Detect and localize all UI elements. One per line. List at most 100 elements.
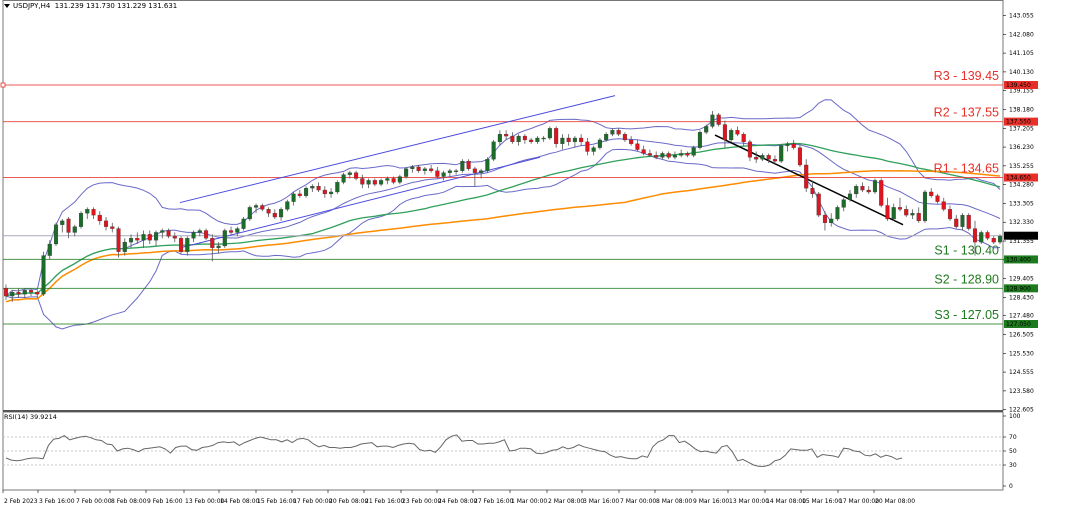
candle-bear[interactable] (941, 201, 946, 210)
candle-bear[interactable] (372, 180, 377, 185)
candle-bear[interactable] (510, 135, 515, 143)
candle-bull[interactable] (597, 139, 602, 148)
candle-bull[interactable] (960, 214, 965, 227)
candle-bear[interactable] (972, 228, 978, 243)
candle-bull[interactable] (679, 153, 684, 156)
candle-bull[interactable] (610, 130, 615, 135)
candle-bear[interactable] (266, 209, 271, 214)
candle-bull[interactable] (979, 232, 984, 243)
candle-bear[interactable] (716, 114, 721, 125)
candle-bear[interactable] (947, 209, 953, 220)
candle-bull[interactable] (547, 128, 552, 139)
candle-bear[interactable] (791, 143, 796, 148)
candle-bull[interactable] (710, 114, 715, 127)
candle-bull[interactable] (78, 213, 84, 227)
candle-bull[interactable] (704, 126, 709, 133)
candle-bull[interactable] (404, 168, 409, 177)
candle-bull[interactable] (485, 159, 490, 171)
candle-bear[interactable] (991, 238, 996, 243)
candle-bear[interactable] (116, 228, 121, 252)
candle-bull[interactable] (697, 132, 702, 148)
candle-bull[interactable] (479, 170, 484, 173)
candle-bull[interactable] (47, 243, 52, 256)
candle-bear[interactable] (766, 155, 771, 160)
candle-bear[interactable] (28, 290, 34, 293)
candle-bull[interactable] (891, 207, 896, 220)
candle-bull[interactable] (60, 220, 65, 225)
candle-bull[interactable] (691, 147, 696, 156)
candle-bear[interactable] (885, 205, 890, 220)
candle-bear[interactable] (935, 195, 940, 202)
candle-bull[interactable] (41, 255, 46, 295)
ascending-channel-upper[interactable] (179, 95, 616, 204)
candle-bull[interactable] (541, 137, 546, 140)
candle-bull[interactable] (254, 205, 259, 208)
candle-bull[interactable] (560, 137, 565, 144)
candle-bear[interactable] (554, 128, 559, 144)
candle-bull[interactable] (216, 245, 221, 249)
candle-bear[interactable] (260, 205, 265, 210)
candle-bear[interactable] (985, 232, 990, 239)
candle-bull[interactable] (829, 218, 834, 223)
candle-bear[interactable] (103, 220, 109, 227)
candle-bull[interactable] (997, 236, 1003, 243)
candle-bear[interactable] (566, 137, 571, 143)
candle-bull[interactable] (460, 160, 465, 171)
candle-bear[interactable] (466, 160, 471, 169)
candle-bull[interactable] (285, 201, 290, 210)
candle-bull[interactable] (291, 193, 296, 202)
candle-bear[interactable] (722, 124, 727, 141)
candle-bear[interactable] (929, 191, 934, 196)
candle-bear[interactable] (204, 230, 209, 239)
candle-bear[interactable] (435, 170, 440, 177)
candle-bull[interactable] (572, 137, 577, 143)
candle-bull[interactable] (310, 186, 315, 189)
candle-bear[interactable] (954, 218, 959, 227)
candle-bear[interactable] (522, 135, 527, 141)
candle-bear[interactable] (504, 133, 509, 137)
candle-bull[interactable] (491, 141, 496, 160)
candle-bull[interactable] (247, 207, 252, 220)
candle-bull[interactable] (910, 213, 915, 216)
candle-bull[interactable] (422, 168, 427, 171)
candle-bull[interactable] (122, 241, 127, 252)
candle-bull[interactable] (672, 155, 677, 158)
candle-bull[interactable] (304, 187, 309, 196)
candle-bear[interactable] (747, 141, 752, 158)
candle-bear[interactable] (135, 238, 140, 241)
candle-bull[interactable] (835, 207, 840, 220)
candle-bear[interactable] (110, 226, 115, 229)
candle-bear[interactable] (166, 230, 171, 237)
candle-bear[interactable] (641, 149, 646, 154)
candle-bear[interactable] (647, 153, 652, 156)
candle-bear[interactable] (272, 213, 277, 218)
candle-bear[interactable] (654, 155, 659, 158)
candle-bull[interactable] (497, 133, 502, 143)
candle-bear[interactable] (391, 178, 396, 183)
candle-bear[interactable] (685, 153, 690, 156)
candle-bull[interactable] (779, 145, 784, 162)
candle-bear[interactable] (66, 218, 71, 233)
candle-bull[interactable] (154, 232, 159, 241)
candle-bear[interactable] (97, 214, 102, 222)
candle-bear[interactable] (316, 186, 321, 191)
candle-bear[interactable] (904, 209, 909, 216)
candle-bear[interactable] (666, 153, 671, 158)
candle-bull[interactable] (441, 172, 446, 177)
candle-bull[interactable] (379, 180, 384, 185)
candle-bull[interactable] (335, 182, 340, 193)
candle-bull[interactable] (22, 290, 27, 295)
candle-bear[interactable] (91, 209, 96, 216)
candle-bull[interactable] (516, 135, 521, 143)
candle-bear[interactable] (966, 214, 971, 229)
candle-bull[interactable] (366, 180, 371, 185)
candle-bear[interactable] (229, 230, 234, 233)
candle-bear[interactable] (616, 130, 621, 135)
candle-bull[interactable] (185, 238, 190, 252)
candle-bear[interactable] (35, 292, 40, 295)
candle-bear[interactable] (297, 193, 302, 196)
candle-bull[interactable] (141, 234, 146, 241)
candle-bear[interactable] (147, 234, 152, 241)
candle-bull[interactable] (397, 176, 402, 183)
candle-bear[interactable] (529, 139, 534, 143)
